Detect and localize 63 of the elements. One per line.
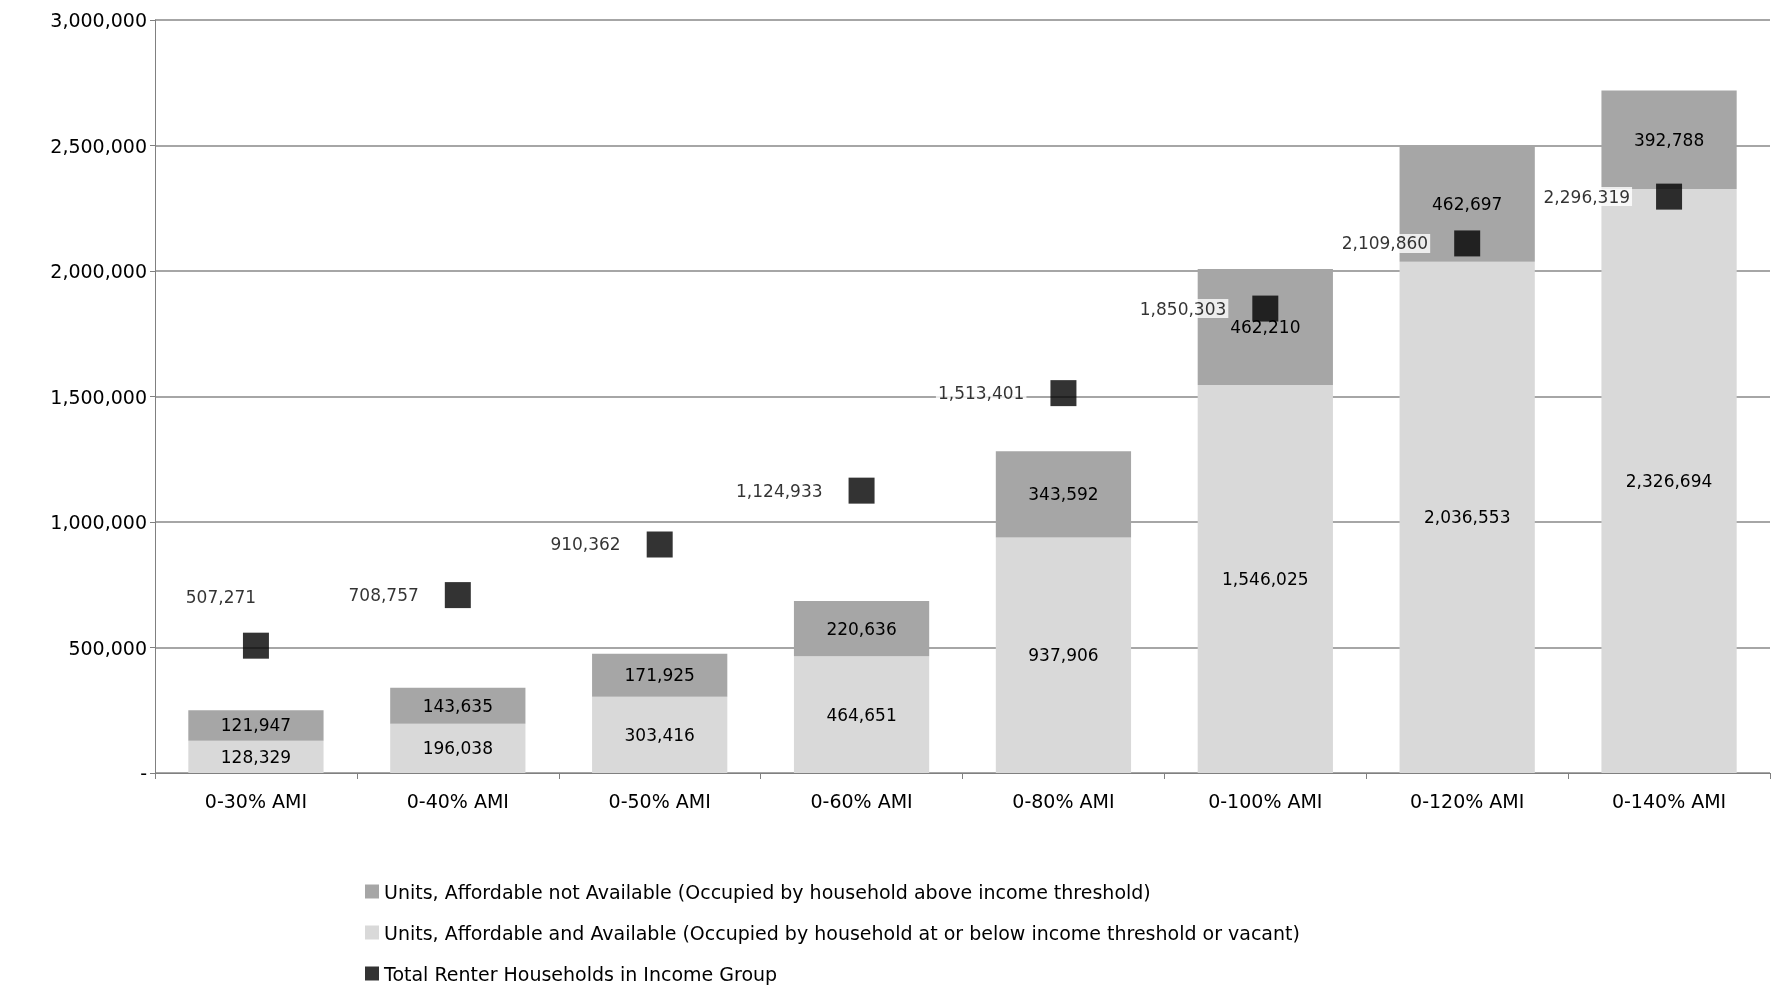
- data-label: 196,038: [422, 738, 493, 759]
- bar: [995, 537, 1132, 773]
- bar: [995, 451, 1132, 538]
- data-label: 392,788: [1633, 129, 1705, 150]
- data-label: 128,329: [220, 746, 292, 767]
- point: [444, 582, 471, 609]
- data-label: 171,925: [624, 665, 695, 686]
- bar: [1197, 384, 1333, 773]
- data-label: 937,906: [1028, 645, 1099, 666]
- bar: [390, 723, 526, 773]
- legend-label: Units, Affordable not Available (Occupied by household above income threshold): [384, 880, 1151, 903]
- point: [242, 632, 269, 659]
- bar: [1601, 90, 1737, 189]
- data-label: 303,416: [624, 724, 695, 745]
- x-tick-label: 0-50% AMI: [608, 789, 711, 812]
- data-label: 220,636: [826, 618, 897, 639]
- x-tick-label: 0-30% AMI: [204, 789, 308, 812]
- point: [1454, 230, 1481, 257]
- x-tick-label: 0-140% AMI: [1611, 789, 1727, 812]
- point: [646, 531, 673, 558]
- data-label: 2,109,860: [1341, 233, 1429, 254]
- y-tick-label: 2,000,000: [50, 260, 147, 282]
- legend-label: Units, Affordable and Available (Occupied by household at or below income threshold or vacant): [384, 921, 1300, 944]
- data-label: 507,271: [185, 587, 257, 608]
- data-label: 1,513,401: [937, 383, 1025, 404]
- x-tick-label: 0-40% AMI: [406, 789, 509, 812]
- bar: [188, 740, 324, 773]
- data-label: 910,362: [550, 534, 621, 555]
- data-label: 1,124,933: [736, 480, 823, 501]
- x-tick-label: 0-60% AMI: [810, 789, 913, 812]
- y-tick-label: 1,500,000: [50, 385, 147, 408]
- point: [1252, 295, 1279, 322]
- bar: [592, 696, 728, 773]
- data-label: 2,296,319: [1543, 186, 1631, 207]
- bar: [390, 687, 526, 724]
- bar: [592, 653, 728, 697]
- y-tick-label: 500,000: [68, 636, 147, 659]
- y-tick-label: -: [140, 762, 147, 784]
- point: [848, 477, 875, 504]
- x-tick-label: 0-80% AMI: [1012, 789, 1115, 812]
- data-label: 708,757: [348, 585, 419, 606]
- bar: [793, 656, 930, 773]
- bar: [1399, 261, 1535, 773]
- data-label: 2,326,694: [1625, 471, 1713, 491]
- data-label: 1,850,303: [1139, 298, 1227, 319]
- data-label: 1,546,025: [1222, 568, 1309, 589]
- bar: [793, 600, 930, 657]
- y-tick-label: 3,000,000: [50, 9, 147, 31]
- point: [1050, 380, 1077, 407]
- data-label: 143,635: [422, 695, 493, 716]
- y-tick-label: 1,000,000: [50, 511, 147, 533]
- data-label: 464,651: [826, 704, 897, 725]
- data-label: 343,592: [1028, 484, 1099, 505]
- data-label: 2,036,553: [1423, 507, 1511, 528]
- bar: [188, 710, 324, 741]
- data-label: 462,697: [1432, 193, 1503, 214]
- x-tick-label: 0-100% AMI: [1208, 789, 1323, 812]
- x-tick-label: 0-120% AMI: [1410, 789, 1525, 812]
- legend-label: Total Renter Households in Income Group: [383, 962, 778, 985]
- y-tick-label: 2,500,000: [50, 134, 147, 157]
- point: [1656, 183, 1683, 210]
- data-label: 121,947: [220, 715, 292, 736]
- data-label: 462,210: [1230, 316, 1301, 337]
